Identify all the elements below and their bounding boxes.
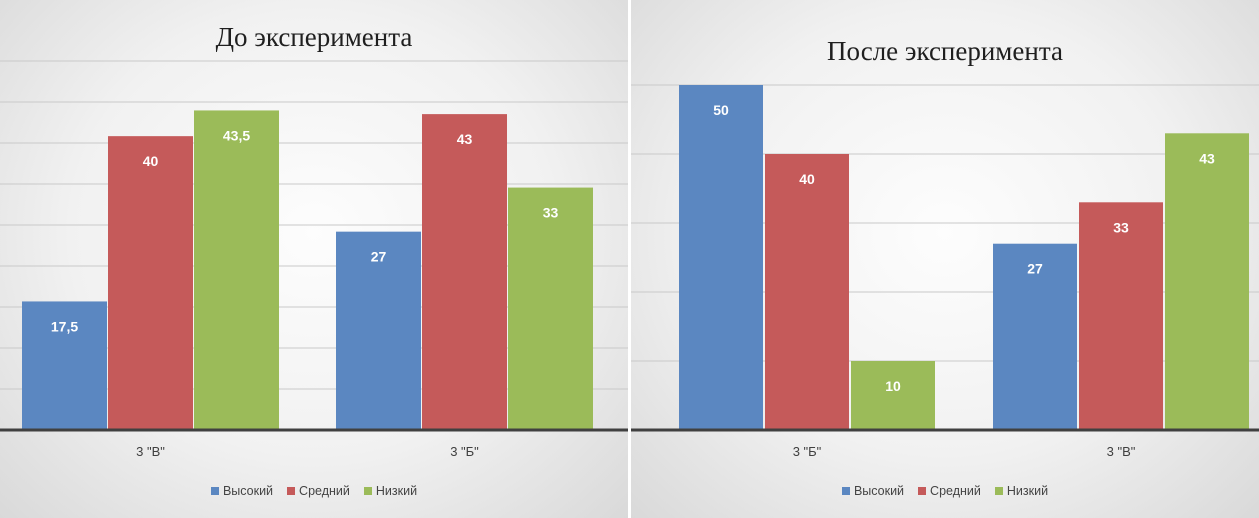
bar: [22, 301, 107, 430]
data-label: 10: [885, 378, 901, 394]
legend-item-medium: Средний: [918, 484, 981, 498]
legend-label: Высокий: [222, 484, 274, 498]
legend-swatch: [918, 487, 927, 495]
legend-item-low: Низкий: [363, 484, 418, 498]
category-label: 3 "В": [136, 444, 165, 459]
legend-swatch: [994, 487, 1003, 495]
bar: [336, 231, 421, 430]
chart-title: После эксперимента: [827, 36, 1063, 66]
chart-title: До эксперимента: [215, 22, 413, 52]
data-label: 33: [1113, 219, 1129, 235]
data-label: 33: [543, 205, 559, 221]
bar: [765, 154, 849, 430]
bar: [851, 361, 935, 430]
chart-before: До эксперимента 17,5 40 43,5 27 43 33 3 "В" 3 "…: [0, 0, 628, 518]
legend-item-high: Высокий: [210, 484, 274, 498]
legend-item-low: Низкий: [994, 484, 1049, 498]
data-label: 43: [1199, 150, 1215, 166]
category-label: 3 "В": [1107, 444, 1136, 459]
legend-swatch: [841, 487, 850, 495]
chart-after: После эксперимента 50 40 10 27 33 43 3 "Б" 3 "В…: [631, 0, 1259, 518]
legend-swatch: [363, 487, 372, 495]
legend: Высокий Средний Низкий: [0, 484, 628, 498]
legend-item-high: Высокий: [841, 484, 905, 498]
data-label: 50: [713, 102, 729, 118]
data-label: 43,5: [223, 127, 250, 143]
legend-label: Низкий: [375, 484, 418, 498]
bar: [108, 136, 193, 430]
legend-label: Средний: [299, 484, 350, 498]
data-label: 40: [799, 171, 815, 187]
category-label: 3 "Б": [793, 444, 822, 459]
bar: [508, 187, 593, 430]
legend-label: Низкий: [1006, 484, 1049, 498]
bars: 50 40 10 27 33 43: [679, 85, 1249, 431]
legend-swatch: [287, 487, 296, 495]
legend: Высокий Средний Низкий: [631, 484, 1259, 498]
data-label: 40: [143, 153, 159, 169]
bars: 17,5 40 43,5 27 43 33: [22, 110, 593, 430]
bar: [194, 110, 279, 430]
bar: [993, 243, 1077, 430]
bar: [1079, 202, 1163, 430]
legend-label: Высокий: [853, 484, 905, 498]
category-label: 3 "Б": [450, 444, 479, 459]
plot-area: 17,5 40 43,5 27 43 33 3 "В" 3 "Б": [0, 60, 628, 459]
legend-item-medium: Средний: [287, 484, 350, 498]
data-label: 43: [457, 131, 473, 147]
bar: [1165, 133, 1249, 431]
bar: [422, 114, 507, 430]
legend-label: Средний: [930, 484, 981, 498]
data-label: 27: [1027, 261, 1043, 277]
legend-swatch: [210, 487, 219, 495]
data-label: 17,5: [51, 318, 78, 334]
data-label: 27: [371, 249, 387, 265]
plot-area: 50 40 10 27 33 43 3 "Б" 3 "В": [631, 84, 1259, 459]
bar: [679, 85, 763, 430]
